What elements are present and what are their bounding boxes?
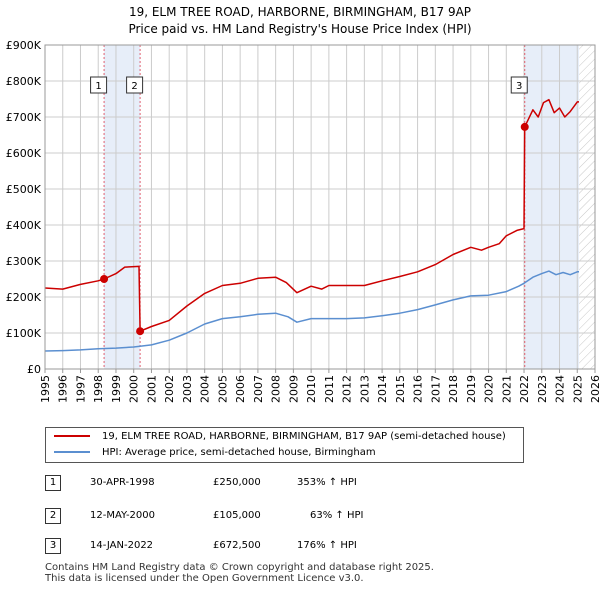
x-tick-label: 2024: [554, 375, 567, 403]
x-tick-label: 1995: [39, 375, 52, 403]
transaction-number-badge: 2: [45, 508, 61, 524]
transaction-date: 30-APR-1998: [90, 477, 155, 488]
transaction-hpi-change: 353% ↑ HPI: [297, 477, 357, 488]
x-tick-label: 1998: [92, 375, 105, 403]
legend-swatch-blue: [54, 451, 90, 453]
price-chart: 1 2 3 £0 £100K £200K £300K £400K £500K £600K £700…: [6, 39, 600, 403]
y-tick-label: £600K: [6, 147, 42, 160]
x-tick-label: 2009: [287, 375, 300, 403]
transaction-price: £105,000: [213, 510, 261, 521]
transaction-hpi-change: 176% ↑ HPI: [297, 540, 357, 551]
chart-legend: 19, ELM TREE ROAD, HARBORNE, BIRMINGHAM,…: [45, 427, 524, 463]
series-line-hpi: [44, 270, 579, 352]
x-tick-label: 2018: [447, 375, 460, 403]
x-tick-label: 2000: [128, 375, 141, 403]
x-tick-label: 2003: [181, 375, 194, 403]
x-tick-label: 2021: [500, 375, 513, 403]
x-tick-label: 2022: [518, 375, 531, 403]
shaded-period: [524, 45, 580, 369]
transaction-number-badge: 3: [45, 538, 61, 554]
x-tick-label: 1997: [74, 375, 87, 403]
x-tick-label: 2001: [145, 375, 158, 403]
legend-swatch-red: [54, 435, 90, 437]
legend-label-property: 19, ELM TREE ROAD, HARBORNE, BIRMINGHAM,…: [102, 431, 506, 442]
series-line-property: [44, 98, 579, 332]
footer-copyright: Contains HM Land Registry data © Crown c…: [45, 562, 434, 573]
x-tick-label: 2019: [465, 375, 478, 403]
y-tick-label: £800K: [6, 75, 42, 88]
y-tick-label: £0: [27, 363, 41, 376]
y-tick-label: £100K: [6, 327, 42, 340]
transaction-number-badge: 1: [45, 475, 61, 491]
transaction-hpi-change: 63% ↑ HPI: [310, 510, 364, 521]
x-tick-label: 2017: [429, 375, 442, 403]
x-tick-label: 2002: [163, 375, 176, 403]
marker-label-box: [126, 76, 144, 94]
x-tick-label: 2006: [234, 375, 247, 403]
y-tick-label: £500K: [6, 183, 42, 196]
x-tick-label: 2011: [323, 375, 336, 403]
legend-item-property: 19, ELM TREE ROAD, HARBORNE, BIRMINGHAM,…: [54, 430, 506, 444]
transaction-price: £672,500: [213, 540, 261, 551]
x-tick-label: 2023: [536, 375, 549, 403]
x-tick-label: 2014: [376, 375, 389, 403]
chart-title-line-2: Price paid vs. HM Land Registry's House …: [128, 22, 472, 36]
x-tick-label: 2007: [252, 375, 265, 403]
transaction-date: 14-JAN-2022: [90, 540, 154, 551]
legend-label-hpi: HPI: Average price, semi-detached house,…: [102, 447, 376, 458]
x-tick-label: 2008: [270, 375, 283, 403]
marker-label-text: 2: [131, 81, 137, 92]
x-tick-label: 2005: [216, 375, 229, 403]
x-tick-label: 1996: [57, 375, 70, 403]
x-tick-label: 1999: [110, 375, 123, 403]
y-tick-label: £200K: [6, 291, 42, 304]
marker-label-box: [90, 76, 108, 94]
shaded-period: [104, 45, 141, 369]
footer-licence: This data is licensed under the Open Gov…: [45, 573, 364, 584]
sale-point-marker: [520, 122, 529, 131]
x-tick-label: 2016: [412, 375, 425, 403]
legend-item-hpi: HPI: Average price, semi-detached house,…: [54, 446, 376, 460]
sale-point-marker: [136, 327, 145, 336]
marker-label-text: 3: [516, 81, 522, 92]
sale-point-marker: [100, 275, 109, 283]
x-tick-label: 2013: [358, 375, 371, 403]
transaction-date: 12-MAY-2000: [90, 510, 156, 521]
x-tick-label: 2004: [199, 375, 212, 403]
marker-label-text: 1: [95, 81, 101, 92]
y-tick-label: £300K: [6, 255, 42, 268]
x-tick-label: 2012: [341, 375, 354, 403]
x-tick-label: 2010: [305, 375, 318, 403]
x-tick-label: 2026: [589, 375, 600, 403]
chart-title-line-1: 19, ELM TREE ROAD, HARBORNE, BIRMINGHAM,…: [128, 5, 472, 19]
x-tick-label: 2020: [483, 375, 496, 403]
y-tick-label: £900K: [6, 39, 42, 52]
plot-frame: [44, 44, 596, 370]
y-tick-label: £400K: [6, 219, 42, 232]
marker-label-box: [510, 76, 528, 94]
y-tick-label: £700K: [6, 111, 42, 124]
x-tick-label: 2015: [394, 375, 407, 403]
x-tick-label: 2025: [571, 375, 584, 403]
future-hatch: [579, 45, 595, 369]
transaction-price: £250,000: [213, 477, 261, 488]
